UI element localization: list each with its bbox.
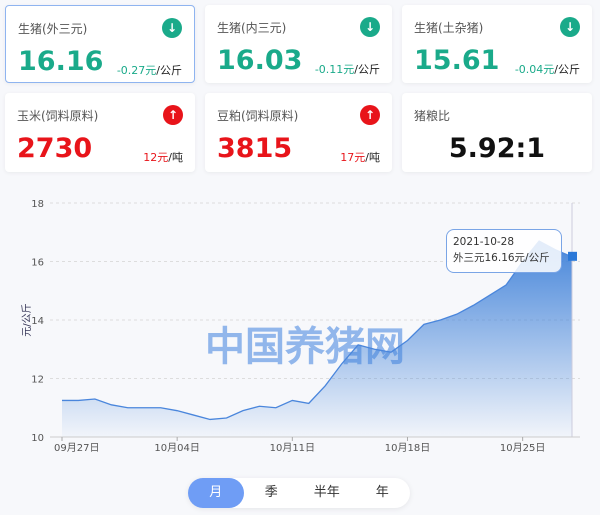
tooltip-value: 外三元16.16元/公斤	[453, 252, 550, 264]
x-tick-label: 10月25日	[500, 442, 545, 454]
data-point	[258, 405, 261, 408]
price-card[interactable]: 玉米(饲料原料) ↑ 2730 12元/吨	[5, 93, 195, 172]
card-value: 16.03	[217, 45, 303, 76]
card-value: 3815	[217, 133, 293, 164]
data-point	[373, 348, 376, 351]
y-tick-label: 16	[31, 258, 44, 269]
data-point	[110, 403, 113, 406]
card-title: 猪粮比	[414, 109, 451, 123]
data-point	[439, 319, 442, 322]
data-point	[93, 397, 96, 400]
highlight-marker	[568, 251, 577, 261]
data-point	[307, 402, 310, 405]
card-change: -0.04元/公斤	[514, 63, 580, 76]
card-title: 玉米(饲料原料)	[17, 109, 99, 123]
tooltip-date: 2021-10-28	[453, 236, 515, 248]
data-point	[241, 409, 244, 412]
arrow-up-icon: ↑	[360, 105, 380, 125]
arrow-down-icon: ↓	[162, 18, 182, 38]
data-point	[357, 343, 360, 346]
data-point	[77, 399, 80, 402]
x-tick-label: 09月27日	[54, 442, 99, 454]
arrow-up-icon: ↑	[163, 105, 183, 125]
price-card[interactable]: 生猪(土杂猪) ↓ 15.61 -0.04元/公斤	[402, 5, 592, 83]
x-tick-label: 10月11日	[270, 442, 315, 454]
y-tick-label: 10	[31, 433, 44, 444]
arrow-down-icon: ↓	[360, 17, 380, 37]
card-change: 12元/吨	[143, 151, 183, 164]
card-change: -0.11元/公斤	[314, 63, 380, 76]
card-title: 生猪(外三元)	[18, 22, 88, 36]
data-point	[159, 406, 162, 409]
data-point	[209, 418, 212, 421]
x-tick-label: 10月18日	[385, 442, 430, 454]
price-card[interactable]: 猪粮比 5.92:1	[402, 93, 592, 172]
area-fill	[62, 241, 572, 437]
data-point	[406, 339, 409, 342]
card-value: 16.16	[18, 46, 104, 77]
range-month-button[interactable]: 月	[188, 478, 244, 508]
range-selector: 月 季 半年 年	[188, 478, 410, 508]
card-change: -0.27元/公斤	[116, 64, 182, 77]
range-halfyear-button[interactable]: 半年	[313, 485, 340, 500]
arrow-down-icon: ↓	[560, 17, 580, 37]
price-card[interactable]: 豆粕(饲料原料) ↑ 3815 17元/吨	[205, 93, 392, 172]
data-point	[455, 313, 458, 316]
card-change: 17元/吨	[340, 151, 380, 164]
data-point	[324, 384, 327, 387]
y-tick-label: 18	[31, 199, 44, 210]
card-title: 生猪(土杂猪)	[414, 21, 484, 35]
data-point	[291, 399, 294, 402]
card-title: 生猪(内三元)	[217, 21, 287, 35]
data-point	[225, 416, 228, 419]
data-point	[61, 399, 64, 402]
price-card[interactable]: 生猪(外三元) ↓ 16.16 -0.27元/公斤	[5, 5, 195, 83]
range-year-button[interactable]: 年	[375, 485, 389, 500]
y-tick-label: 14	[31, 316, 44, 327]
data-point	[390, 351, 393, 354]
data-point	[274, 406, 277, 409]
data-point	[472, 304, 475, 307]
x-tick-label: 10月04日	[154, 442, 199, 454]
data-point	[192, 414, 195, 417]
price-card[interactable]: 生猪(内三元) ↓ 16.03 -0.11元/公斤	[205, 5, 392, 83]
card-value: 5.92:1	[448, 133, 546, 164]
range-quarter-button[interactable]: 季	[264, 485, 278, 500]
data-point	[126, 406, 129, 409]
card-value: 15.61	[414, 45, 500, 76]
y-tick-label: 12	[31, 375, 44, 386]
data-point	[176, 409, 179, 412]
chart-tooltip: 2021-10-28 外三元16.16元/公斤	[446, 229, 562, 273]
y-axis-label: 元/公斤	[21, 303, 33, 336]
data-point	[488, 294, 491, 297]
data-point	[505, 283, 508, 286]
data-point	[143, 406, 146, 409]
card-title: 豆粕(饲料原料)	[217, 109, 299, 123]
series-line	[62, 240, 573, 421]
card-value: 2730	[17, 133, 93, 164]
data-point	[340, 362, 343, 365]
data-point	[422, 323, 425, 326]
